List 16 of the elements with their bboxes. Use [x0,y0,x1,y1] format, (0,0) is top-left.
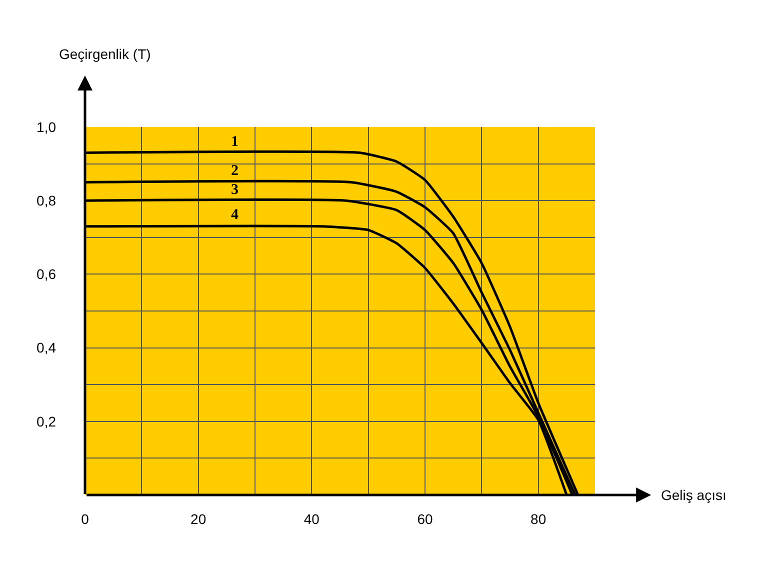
series-label: 2 [231,163,238,179]
series-label: 4 [231,207,239,223]
y-tick-label: 0,2 [36,413,56,430]
series-label: 1 [231,134,238,150]
y-axis-title: Geçirgenlik (T) [59,46,151,62]
y-tick-label: 1,0 [36,118,56,135]
x-axis-title: Geliş açısı [661,487,726,503]
y-tick-label: 0,4 [36,340,56,356]
series-label: 3 [231,182,238,198]
x-tick-label: 20 [190,511,206,527]
y-tick-label: 0,6 [36,266,56,282]
x-tick-label: 60 [417,511,433,527]
x-tick-label: 40 [304,511,320,527]
x-tick-label: 80 [530,511,546,527]
y-tick-label: 0,8 [36,192,56,208]
x-tick-label: 0 [81,511,90,527]
